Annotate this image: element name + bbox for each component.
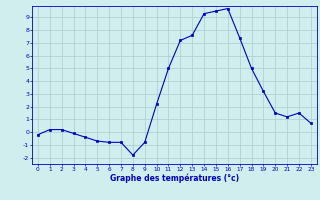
X-axis label: Graphe des températures (°c): Graphe des températures (°c) [110, 173, 239, 183]
